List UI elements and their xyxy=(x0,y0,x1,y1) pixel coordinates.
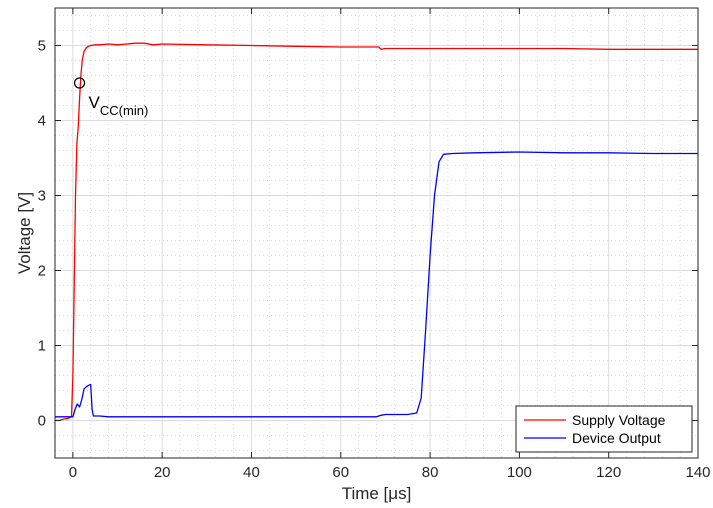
vcc-min-annotation: VCC(min) xyxy=(73,77,149,118)
vcc-min-label: VCC(min) xyxy=(89,93,149,118)
x-tick-label: 140 xyxy=(685,464,710,481)
minor-grid xyxy=(54,8,698,458)
y-tick-label: 3 xyxy=(38,188,46,205)
x-tick-label: 120 xyxy=(596,464,621,481)
y-axis-ticks: 0 1 2 3 4 5 xyxy=(38,38,698,430)
y-tick-label: 1 xyxy=(38,338,46,355)
y-axis-label: Voltage [V] xyxy=(15,192,34,274)
x-tick-label: 20 xyxy=(154,464,171,481)
series-line-supply-voltage xyxy=(55,42,698,422)
legend: Supply Voltage Device Output xyxy=(515,405,693,453)
plot-frame xyxy=(54,7,699,459)
y-tick-label: 0 xyxy=(38,413,46,430)
x-axis-label: Time [μs] xyxy=(342,484,412,503)
x-tick-label: 60 xyxy=(332,464,349,481)
vcc-min-marker xyxy=(73,77,86,89)
x-tick-label: 80 xyxy=(422,464,439,481)
series-layer xyxy=(55,42,698,422)
x-axis-ticks: 0 20 40 60 80 100 120 140 xyxy=(69,8,711,481)
legend-label: Device Output xyxy=(572,430,661,446)
x-tick-label: 0 xyxy=(69,464,77,481)
y-tick-label: 5 xyxy=(38,38,46,55)
y-tick-label: 4 xyxy=(38,113,46,130)
x-tick-label: 40 xyxy=(243,464,260,481)
y-tick-label: 2 xyxy=(38,263,46,280)
x-tick-label: 100 xyxy=(507,464,532,481)
legend-box xyxy=(515,405,693,453)
series-line-device-output xyxy=(55,151,698,418)
legend-label: Supply Voltage xyxy=(572,412,666,428)
